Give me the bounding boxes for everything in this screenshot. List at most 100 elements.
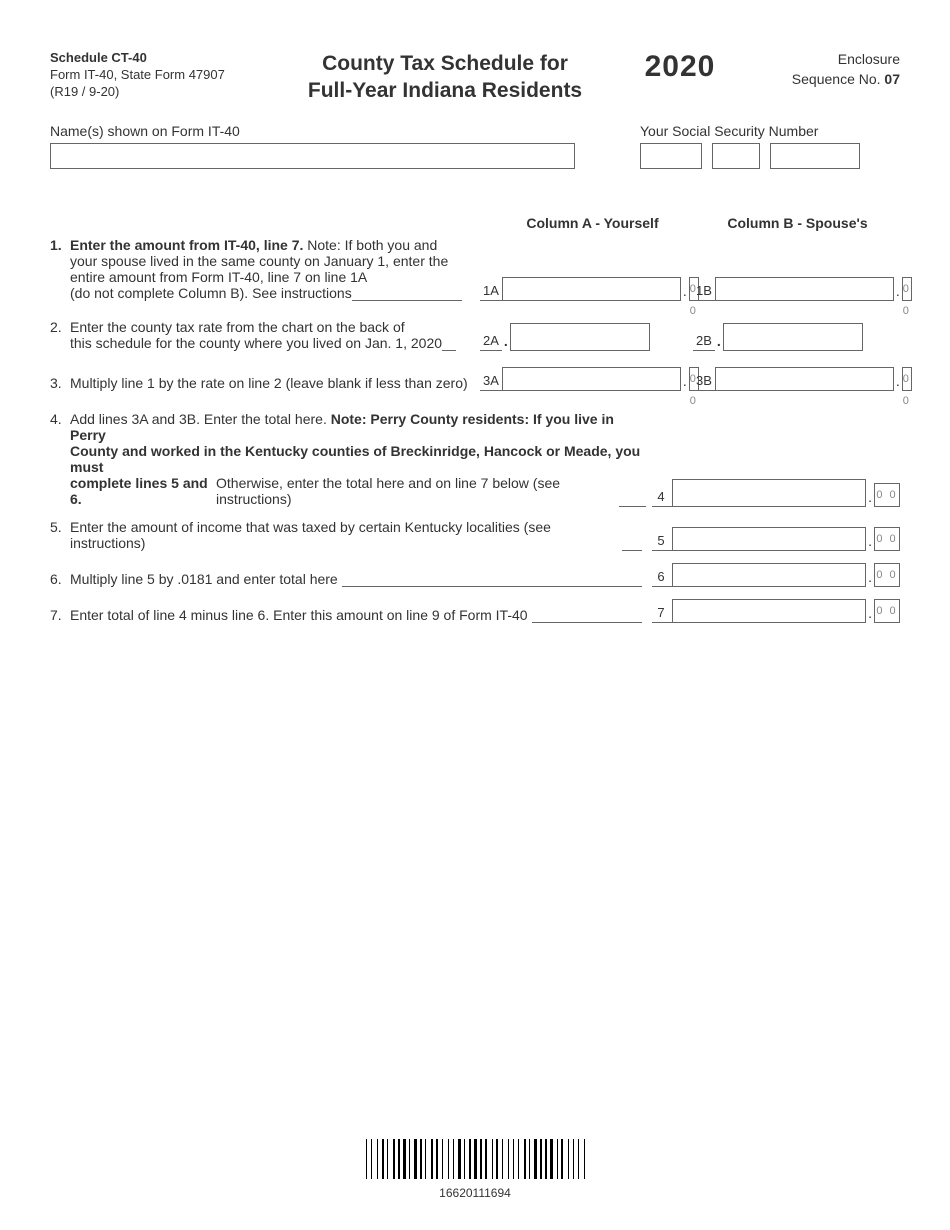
tax-year: 2020 bbox=[620, 50, 740, 84]
line-2-num: 2. bbox=[50, 319, 70, 351]
line-2b-label: 2B bbox=[693, 333, 715, 351]
barcode-number: 16620111694 bbox=[0, 1186, 950, 1200]
line-1a-label: 1A bbox=[480, 283, 502, 301]
seq-label: Sequence No. bbox=[792, 71, 885, 87]
line-5: 5. Enter the amount of income that was t… bbox=[50, 519, 900, 551]
line-4-cell: 4 . 0 0 bbox=[652, 479, 900, 507]
line-3-num: 3. bbox=[50, 375, 70, 391]
line-6-label: 6 bbox=[652, 569, 672, 587]
seq-no: 07 bbox=[884, 71, 900, 87]
line-1b-cents: 0 0 bbox=[902, 277, 912, 301]
name-block: Name(s) shown on Form IT-40 bbox=[50, 123, 575, 169]
line-3b-cents: 0 0 bbox=[902, 367, 912, 391]
line-7: 7. Enter total of line 4 minus line 6. E… bbox=[50, 599, 900, 623]
l4-t1: Add lines 3A and 3B. Enter the total her… bbox=[70, 411, 331, 427]
line-7-input[interactable] bbox=[672, 599, 866, 623]
line-2a-input[interactable] bbox=[510, 323, 650, 351]
ssn-part2[interactable] bbox=[712, 143, 760, 169]
line-1b-label: 1B bbox=[693, 283, 715, 301]
l2-t2: this schedule for the county where you l… bbox=[70, 335, 442, 351]
line-4: 4. Add lines 3A and 3B. Enter the total … bbox=[50, 411, 900, 507]
line-7-label: 7 bbox=[652, 605, 672, 623]
schedule-name: Schedule CT-40 bbox=[50, 50, 270, 67]
header-left: Schedule CT-40 Form IT-40, State Form 47… bbox=[50, 50, 270, 101]
line-5-desc: 5. Enter the amount of income that was t… bbox=[50, 519, 652, 551]
line-3a-label: 3A bbox=[480, 373, 502, 391]
ssn-part3[interactable] bbox=[770, 143, 860, 169]
l5-text: Enter the amount of income that was taxe… bbox=[70, 519, 618, 551]
enclosure-label: Enclosure bbox=[740, 50, 900, 70]
form-body: Column A - Yourself Column B - Spouse's … bbox=[50, 215, 900, 623]
line-5-label: 5 bbox=[652, 533, 672, 551]
l1-r1: Note: If both you and bbox=[303, 237, 437, 253]
line-1: 1. Enter the amount from IT-40, line 7. … bbox=[50, 237, 900, 301]
line-1-num: 1. bbox=[50, 237, 70, 301]
line-6: 6. Multiply line 5 by .0181 and enter to… bbox=[50, 563, 900, 587]
line-5-input[interactable] bbox=[672, 527, 866, 551]
identity-row: Name(s) shown on Form IT-40 Your Social … bbox=[50, 123, 900, 169]
line-1a-cell: 1A . 0 0 bbox=[480, 277, 685, 301]
line-2a-cell: 2A . bbox=[480, 323, 685, 351]
line-7-desc: 7. Enter total of line 4 minus line 6. E… bbox=[50, 607, 652, 623]
header-year: 2020 bbox=[620, 50, 740, 84]
line-7-cents: 0 0 bbox=[874, 599, 900, 623]
line-4-label: 4 bbox=[652, 489, 672, 507]
line-3b-cell: 3B . 0 0 bbox=[693, 367, 898, 391]
line-3: 3. Multiply line 1 by the rate on line 2… bbox=[50, 367, 900, 391]
revision: (R19 / 9-20) bbox=[50, 84, 270, 101]
line-4-num: 4. bbox=[50, 411, 70, 507]
line-6-num: 6. bbox=[50, 571, 70, 587]
line-1b-cell: 1B . 0 0 bbox=[693, 277, 898, 301]
line-6-input[interactable] bbox=[672, 563, 866, 587]
line-5-cell: 5 . 0 0 bbox=[652, 527, 900, 551]
l2-t1: Enter the county tax rate from the chart… bbox=[70, 319, 456, 335]
name-label: Name(s) shown on Form IT-40 bbox=[50, 123, 575, 139]
line-3a-input[interactable] bbox=[502, 367, 681, 391]
line-4-desc: 4. Add lines 3A and 3B. Enter the total … bbox=[50, 411, 652, 507]
l7-text: Enter total of line 4 minus line 6. Ente… bbox=[70, 607, 528, 623]
l4-b3: complete lines 5 and 6. bbox=[70, 475, 216, 507]
l4-b2: County and worked in the Kentucky counti… bbox=[70, 443, 646, 475]
l3-text: Multiply line 1 by the rate on line 2 (l… bbox=[70, 375, 468, 391]
col-b-header: Column B - Spouse's bbox=[695, 215, 900, 231]
ssn-block: Your Social Security Number bbox=[640, 123, 900, 169]
header-right: Enclosure Sequence No. 07 bbox=[740, 50, 900, 89]
line-4-input[interactable] bbox=[672, 479, 866, 507]
form-header: Schedule CT-40 Form IT-40, State Form 47… bbox=[50, 50, 900, 105]
line-2b-input[interactable] bbox=[723, 323, 863, 351]
l1-r3: entire amount from Form IT-40, line 7 on… bbox=[70, 269, 462, 285]
line-2-desc: 2. Enter the county tax rate from the ch… bbox=[50, 319, 480, 351]
title-line2: Full-Year Indiana Residents bbox=[270, 77, 620, 104]
line-3a-cell: 3A . 0 0 bbox=[480, 367, 685, 391]
l1-r2: your spouse lived in the same county on … bbox=[70, 253, 462, 269]
column-headers: Column A - Yourself Column B - Spouse's bbox=[50, 215, 900, 231]
line-1b-input[interactable] bbox=[715, 277, 894, 301]
title-line1: County Tax Schedule for bbox=[270, 50, 620, 77]
l1-r4: (do not complete Column B). See instruct… bbox=[70, 285, 352, 301]
line-2a-label: 2A bbox=[480, 333, 502, 351]
line-1a-input[interactable] bbox=[502, 277, 681, 301]
line-6-desc: 6. Multiply line 5 by .0181 and enter to… bbox=[50, 571, 652, 587]
line-6-cell: 6 . 0 0 bbox=[652, 563, 900, 587]
line-5-cents: 0 0 bbox=[874, 527, 900, 551]
line-2: 2. Enter the county tax rate from the ch… bbox=[50, 319, 900, 351]
barcode bbox=[366, 1139, 585, 1179]
sequence-row: Sequence No. 07 bbox=[740, 70, 900, 90]
ssn-label: Your Social Security Number bbox=[640, 123, 900, 139]
line-6-cents: 0 0 bbox=[874, 563, 900, 587]
line-3b-label: 3B bbox=[693, 373, 715, 391]
l6-text: Multiply line 5 by .0181 and enter total… bbox=[70, 571, 338, 587]
name-input[interactable] bbox=[50, 143, 575, 169]
ssn-part1[interactable] bbox=[640, 143, 702, 169]
line-3b-input[interactable] bbox=[715, 367, 894, 391]
form-number: Form IT-40, State Form 47907 bbox=[50, 67, 270, 84]
ssn-boxes bbox=[640, 143, 900, 169]
line-4-cents: 0 0 bbox=[874, 483, 900, 507]
line-7-cell: 7 . 0 0 bbox=[652, 599, 900, 623]
l1-lead: Enter the amount from IT-40, line 7. bbox=[70, 237, 303, 253]
barcode-area: 16620111694 bbox=[0, 1139, 950, 1200]
header-center: County Tax Schedule for Full-Year Indian… bbox=[270, 50, 620, 105]
col-a-header: Column A - Yourself bbox=[490, 215, 695, 231]
line-1-desc: 1. Enter the amount from IT-40, line 7. … bbox=[50, 237, 480, 301]
line-5-num: 5. bbox=[50, 519, 70, 551]
